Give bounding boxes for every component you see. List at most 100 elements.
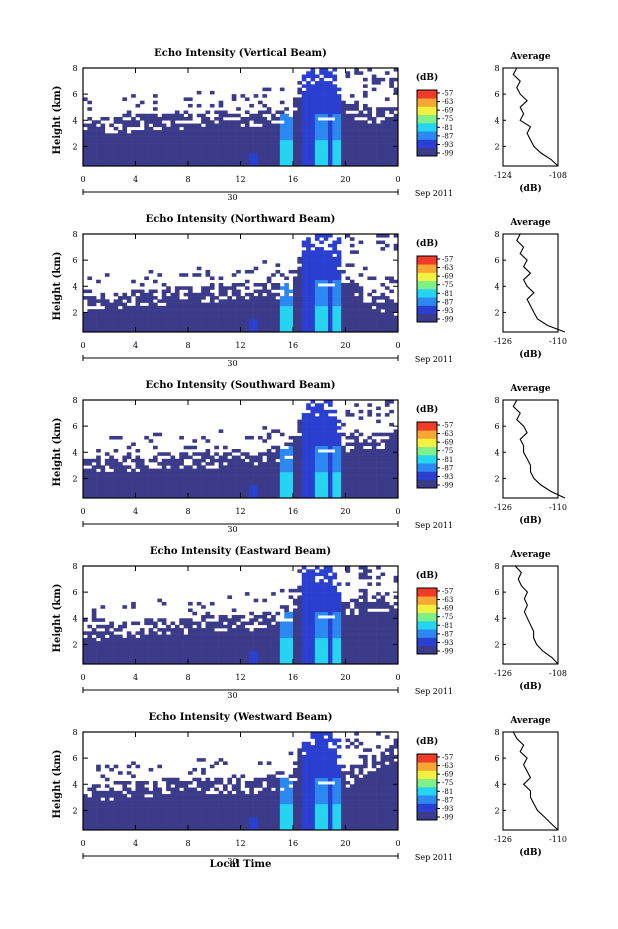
heatmap-cell — [188, 146, 193, 150]
heatmap-cell — [139, 146, 145, 150]
heatmap-cell — [179, 462, 184, 466]
heatmap-cell — [306, 416, 311, 420]
heatmap-cell — [135, 488, 141, 492]
heatmap-cell — [371, 647, 377, 652]
heatmap-cell — [126, 312, 132, 316]
heatmap-cell — [170, 458, 176, 463]
heatmap-cell — [275, 263, 281, 267]
heatmap-cell — [249, 156, 254, 160]
heatmap-cell — [349, 296, 355, 300]
heatmap-cell — [258, 146, 263, 150]
heatmap-cell — [179, 660, 184, 665]
heatmap-cell — [122, 123, 128, 128]
heatmap-cell — [271, 660, 276, 665]
heatmap-cell — [144, 315, 149, 320]
heatmap-cell — [258, 458, 263, 463]
heatmap-cell — [332, 650, 338, 655]
heatmap-cell — [275, 647, 281, 652]
heatmap-cell — [144, 465, 149, 469]
heatmap-cell — [336, 299, 342, 303]
heatmap-cell — [358, 484, 364, 489]
heatmap-cell — [271, 452, 276, 456]
heatmap-cell — [205, 123, 211, 128]
heatmap-cell — [345, 302, 351, 307]
heatmap-cell — [87, 637, 93, 642]
heatmap-cell — [174, 471, 180, 476]
heatmap-cell — [253, 299, 259, 303]
heatmap-cell — [293, 156, 298, 160]
heatmap-cell — [354, 484, 359, 489]
heatmap-cell — [109, 621, 114, 626]
heatmap-cell — [205, 130, 211, 134]
heatmap-cell — [209, 494, 215, 499]
heatmap-cell — [218, 117, 224, 121]
heatmap-cell — [170, 471, 176, 476]
heatmap-cell — [122, 156, 128, 160]
heatmap-cell — [341, 432, 346, 437]
heatmap-cell — [223, 618, 228, 622]
heatmap-cell — [192, 644, 198, 648]
heatmap-cell — [183, 286, 189, 290]
heatmap-cell — [341, 318, 346, 323]
heatmap-cell — [139, 283, 145, 287]
heatmap-cell — [87, 641, 93, 645]
heatmap-cell — [214, 322, 219, 326]
heatmap-cell — [314, 435, 320, 440]
heatmap-cell — [118, 484, 123, 489]
heatmap-cell — [275, 126, 281, 131]
heatmap-cell — [301, 305, 307, 310]
heatmap-cell — [258, 322, 263, 326]
heatmap-cell — [135, 103, 141, 108]
heatmap-cell — [231, 644, 237, 648]
heatmap-cell — [293, 133, 298, 137]
heatmap-cell — [376, 156, 381, 160]
heatmap-cell — [104, 299, 110, 303]
heatmap-cell — [319, 126, 324, 131]
heatmap-cell — [166, 647, 171, 652]
heatmap-cell — [148, 117, 154, 121]
heatmap-cell — [363, 322, 368, 326]
heatmap-cell — [91, 309, 97, 313]
heatmap-cell — [244, 156, 250, 160]
heatmap-cell — [310, 598, 316, 603]
y-tick-label: 6 — [72, 422, 77, 431]
heatmap-cell — [161, 143, 167, 147]
heatmap-cell — [271, 488, 276, 492]
heatmap-cell — [91, 328, 97, 333]
heatmap-cell — [83, 654, 88, 658]
heatmap-cell — [349, 279, 355, 284]
colorbar-swatch — [417, 464, 437, 467]
heatmap-cell — [306, 572, 311, 577]
heatmap-cell — [218, 312, 224, 316]
heatmap-cell — [218, 110, 224, 115]
heatmap-cell — [157, 299, 163, 303]
heatmap-cell — [288, 305, 294, 310]
heatmap-cell — [328, 143, 333, 147]
heatmap-cell — [109, 162, 114, 167]
heatmap-cell — [183, 305, 189, 310]
heatmap-cell — [336, 162, 342, 167]
heatmap-cell — [345, 660, 351, 665]
heatmap-cell — [310, 637, 316, 642]
heatmap-cell — [253, 120, 259, 124]
x-tick-label: 8 — [185, 175, 190, 184]
heatmap-cell — [100, 465, 106, 469]
heatmap-cell — [83, 647, 88, 652]
heatmap-cell — [288, 624, 294, 629]
heatmap-cell — [380, 143, 386, 147]
heatmap-cell — [363, 650, 368, 655]
heatmap-cell — [271, 494, 276, 499]
heatmap-cell — [218, 654, 224, 658]
heatmap-cell — [341, 286, 346, 290]
heatmap-cell — [153, 475, 158, 479]
heatmap-cell — [376, 615, 381, 619]
heatmap-cell — [227, 660, 233, 665]
colorbar-swatch — [417, 137, 437, 140]
heatmap-cell — [371, 618, 377, 622]
heatmap-cell — [87, 657, 93, 662]
colorbar-swatch — [417, 422, 437, 424]
heatmap-cell — [288, 588, 294, 593]
heatmap-cell — [314, 237, 320, 241]
heatmap-cell — [87, 647, 93, 652]
heatmap-cell — [389, 468, 394, 473]
